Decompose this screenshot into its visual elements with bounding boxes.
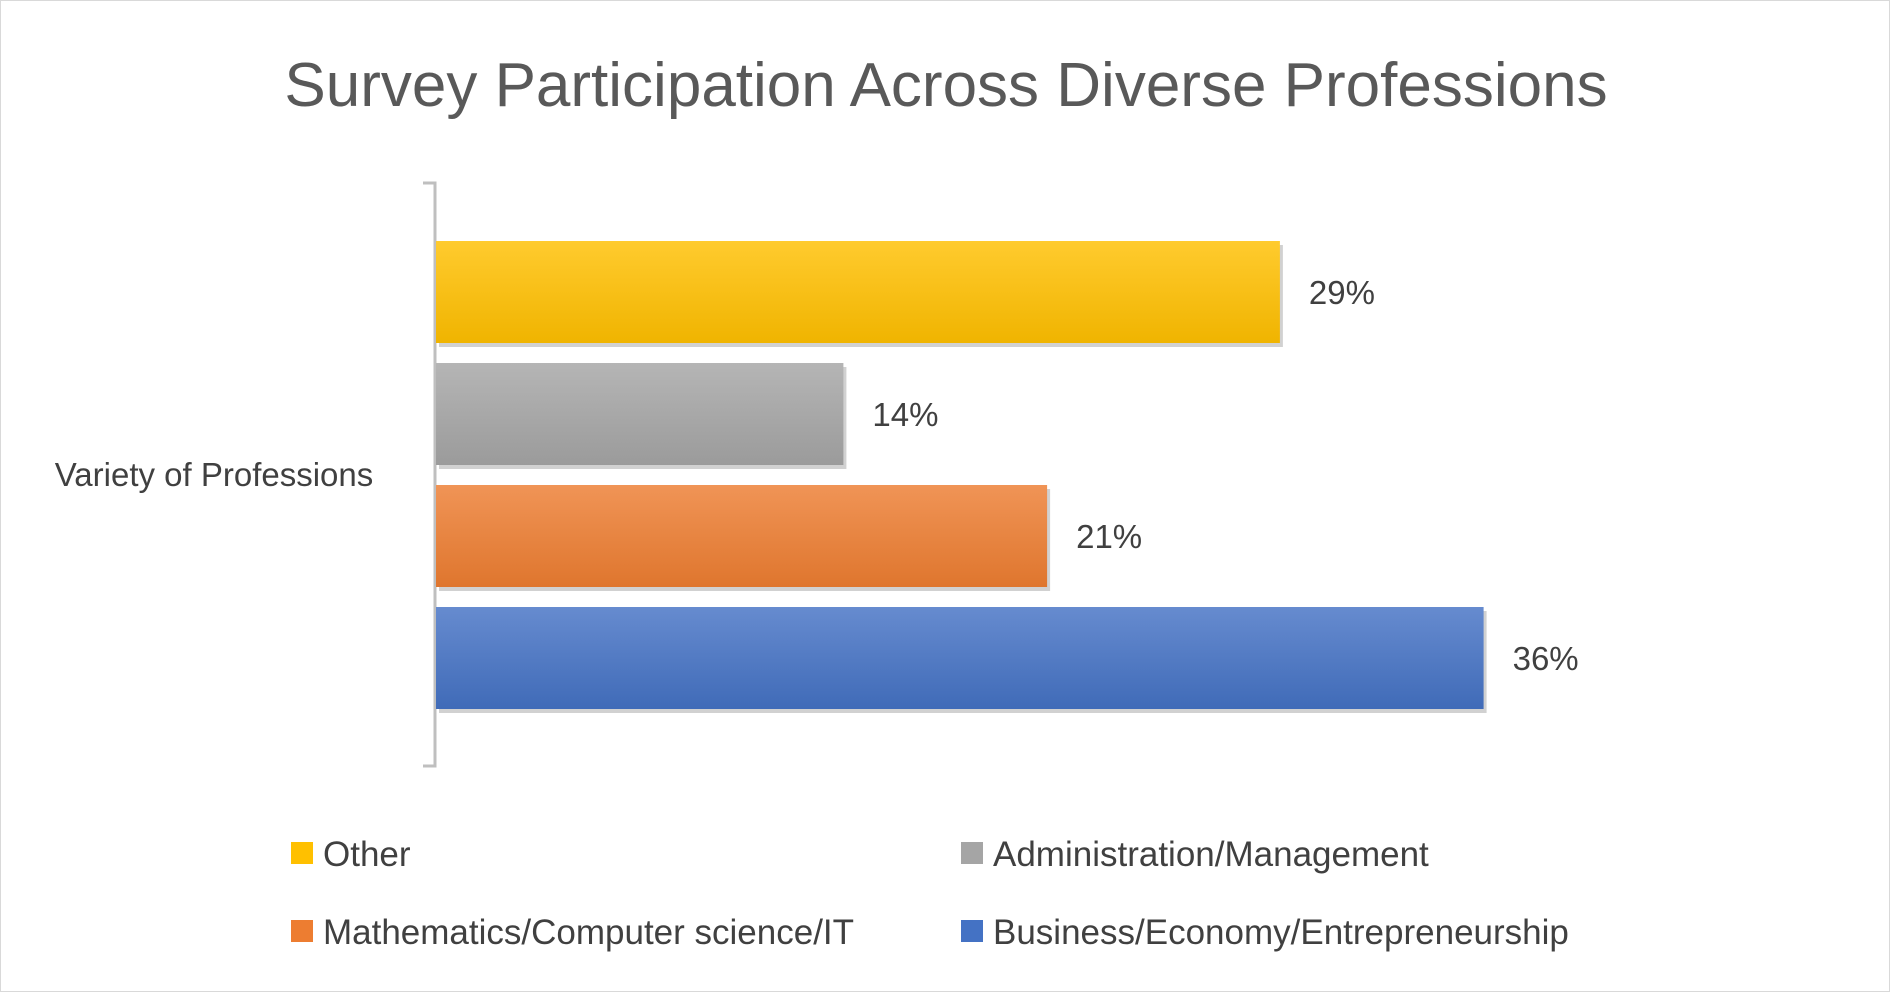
bar-other — [436, 241, 1280, 343]
data-label-business-economy-entrepreneurship: 36% — [1513, 640, 1579, 677]
legend-swatch-business-economy-entrepreneurship — [961, 920, 983, 942]
data-label-administration-management: 14% — [872, 396, 938, 433]
data-label-other: 29% — [1309, 274, 1375, 311]
bar-mathematics-computer-science-it — [436, 485, 1048, 587]
legend-swatch-other — [291, 842, 313, 864]
category-axis — [423, 181, 437, 768]
legend: Other Administration/Management Mathematic… — [291, 835, 1569, 952]
legend-swatch-administration-management — [961, 842, 983, 864]
data-label-mathematics-computer-science-it: 21% — [1076, 518, 1142, 555]
bar-business-economy-entrepreneurship — [436, 607, 1484, 709]
chart-title: Survey Participation Across Diverse Prof… — [284, 51, 1607, 120]
bar-administration-management — [436, 363, 844, 465]
legend-label-business-economy-entrepreneurship: Business/Economy/Entrepreneurship — [993, 913, 1569, 952]
legend-label-mathematics-computer-science-it: Mathematics/Computer science/IT — [323, 913, 854, 952]
legend-swatch-mathematics-computer-science-it — [291, 920, 313, 942]
legend-label-other: Other — [323, 835, 411, 874]
legend-label-administration-management: Administration/Management — [993, 835, 1429, 874]
bar-group — [436, 241, 1487, 713]
data-label-group: 29% 14% 21% 36% — [872, 274, 1578, 677]
category-label: Variety of Professions — [55, 456, 374, 493]
